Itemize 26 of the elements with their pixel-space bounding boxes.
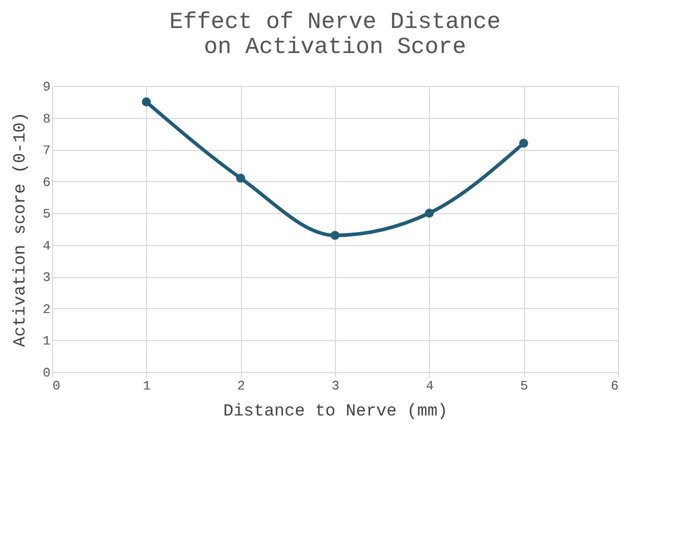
y-tick-label: 5 [42,206,50,222]
y-tick-label: 3 [42,270,50,286]
y-axis-title: Activation score (0-10) [12,112,31,347]
x-tick-label: 1 [142,378,151,394]
y-tick-label: 2 [42,302,50,317]
point [519,138,528,148]
y-tick-label: 1 [42,334,51,349]
text: Effect of Nerve Distance [169,9,501,35]
point [142,97,151,106]
text: on Activation Score [204,34,466,60]
point [330,230,340,240]
y-tick-label: 9 [42,80,50,94]
x-tick-label: 3 [332,378,340,394]
y-tick-label: 0 [42,366,50,380]
y-tick-label: 6 [42,174,50,190]
x-tick-label: 2 [237,378,246,394]
x-tick-label: 0 [52,378,60,394]
y-tick-label: 7 [42,143,50,158]
point [236,174,246,183]
x-tick-label: 4 [426,378,434,394]
x-tick-label: 5 [520,378,528,394]
y-tick-label: 8 [42,111,50,126]
y-tick-label: 4 [42,238,51,254]
x-axis-title: Distance to Nerve (mm) [223,402,448,422]
point [424,208,434,218]
x-tick-label: 6 [610,378,618,394]
